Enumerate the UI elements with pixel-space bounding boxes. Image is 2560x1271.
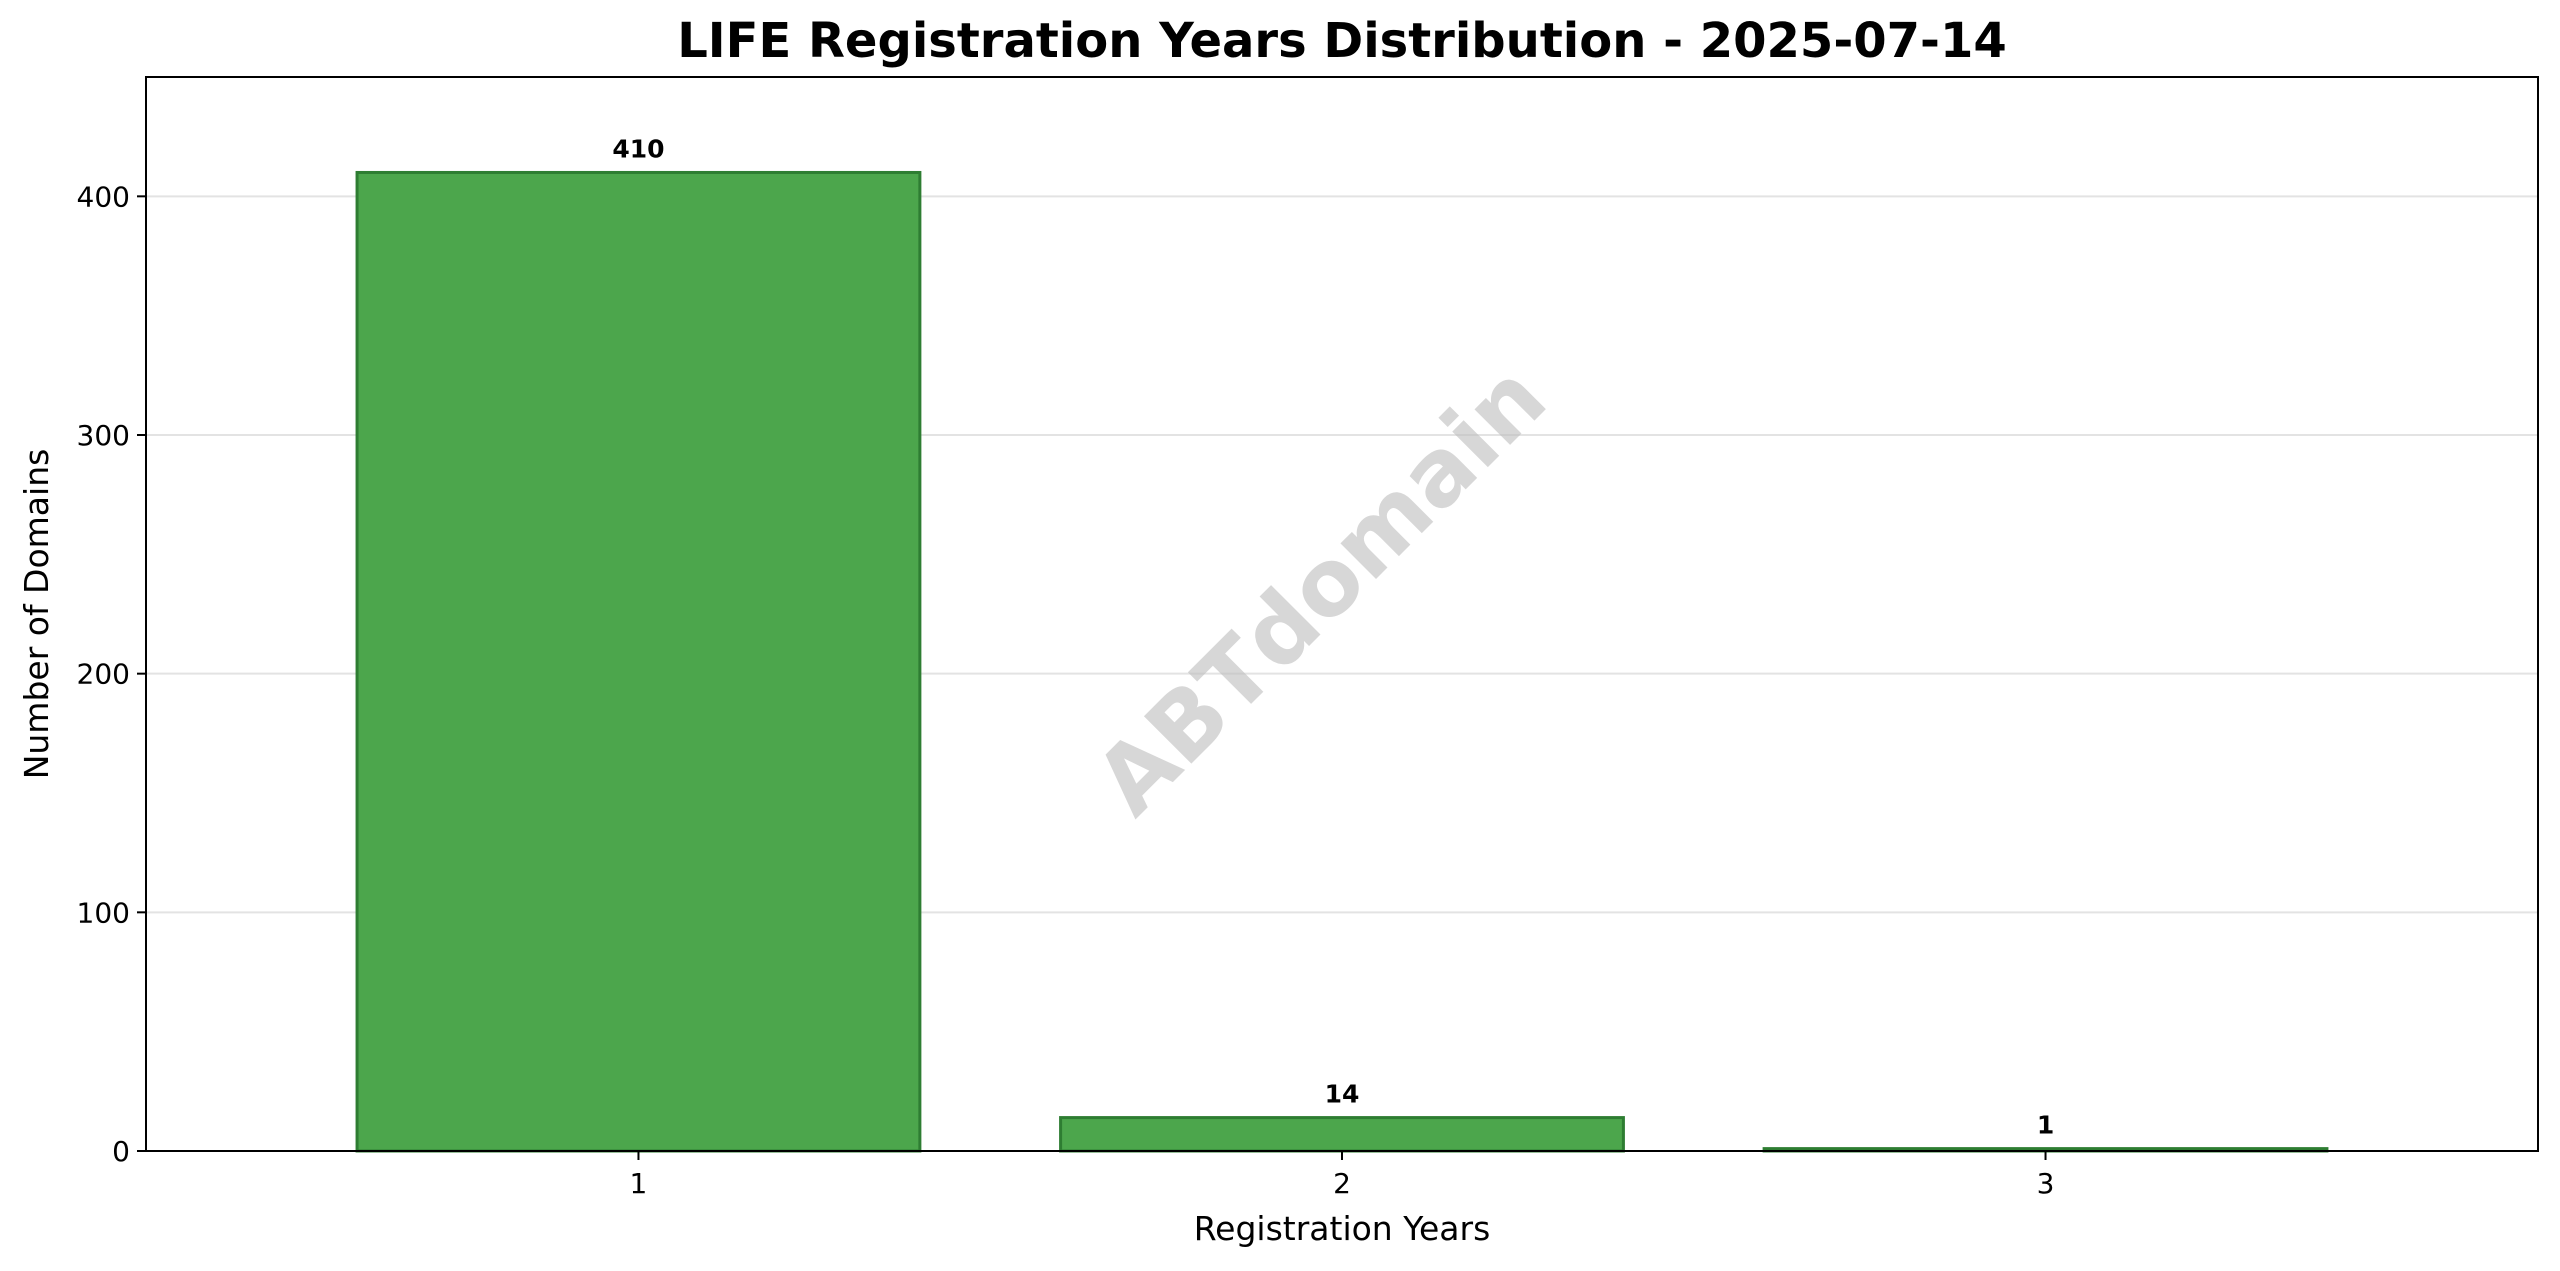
y-axis-ticks: 0 100 200 300 400 [77, 180, 146, 1168]
chart-title: LIFE Registration Years Distribution - 2… [677, 13, 2007, 69]
bar-value-label: 410 [612, 134, 664, 163]
x-tick-label: 1 [630, 1167, 648, 1200]
x-tick-label: 2 [1333, 1167, 1351, 1200]
bar [1059, 1116, 1625, 1153]
bar-value-label: 1 [2037, 1111, 2054, 1140]
y-tick-label: 400 [77, 180, 130, 213]
y-axis-label: Number of Domains [17, 449, 56, 780]
y-tick-label: 0 [112, 1135, 130, 1168]
x-axis-ticks: 1 2 3 [630, 1151, 2055, 1200]
bars [355, 170, 2329, 1153]
x-tick-label: 3 [2037, 1167, 2055, 1200]
bar-value-label: 14 [1325, 1080, 1360, 1109]
y-tick-label: 300 [77, 419, 130, 452]
y-tick-label: 200 [77, 658, 130, 691]
bar [355, 170, 922, 1153]
data-labels: 410 14 1 [612, 134, 2054, 1139]
x-axis-label: Registration Years [1194, 1209, 1491, 1248]
y-tick-label: 100 [77, 896, 130, 929]
